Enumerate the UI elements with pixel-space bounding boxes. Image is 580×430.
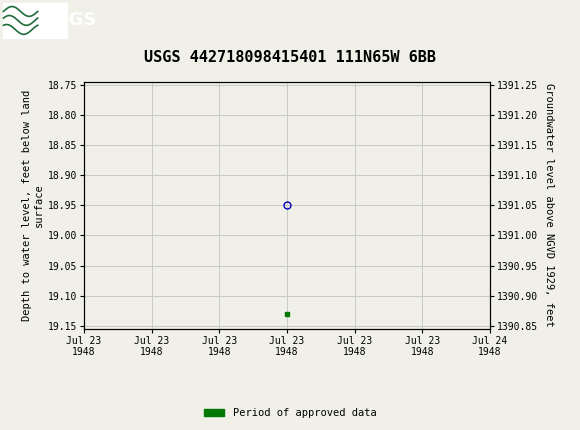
Bar [3,3,67,37]
Legend: Period of approved data: Period of approved data [200,404,380,423]
Text: USGS 442718098415401 111N65W 6BB: USGS 442718098415401 111N65W 6BB [144,49,436,64]
Text: USGS: USGS [42,11,97,29]
Y-axis label: Depth to water level, feet below land
surface: Depth to water level, feet below land su… [22,90,44,321]
Y-axis label: Groundwater level above NGVD 1929, feet: Groundwater level above NGVD 1929, feet [543,83,554,327]
